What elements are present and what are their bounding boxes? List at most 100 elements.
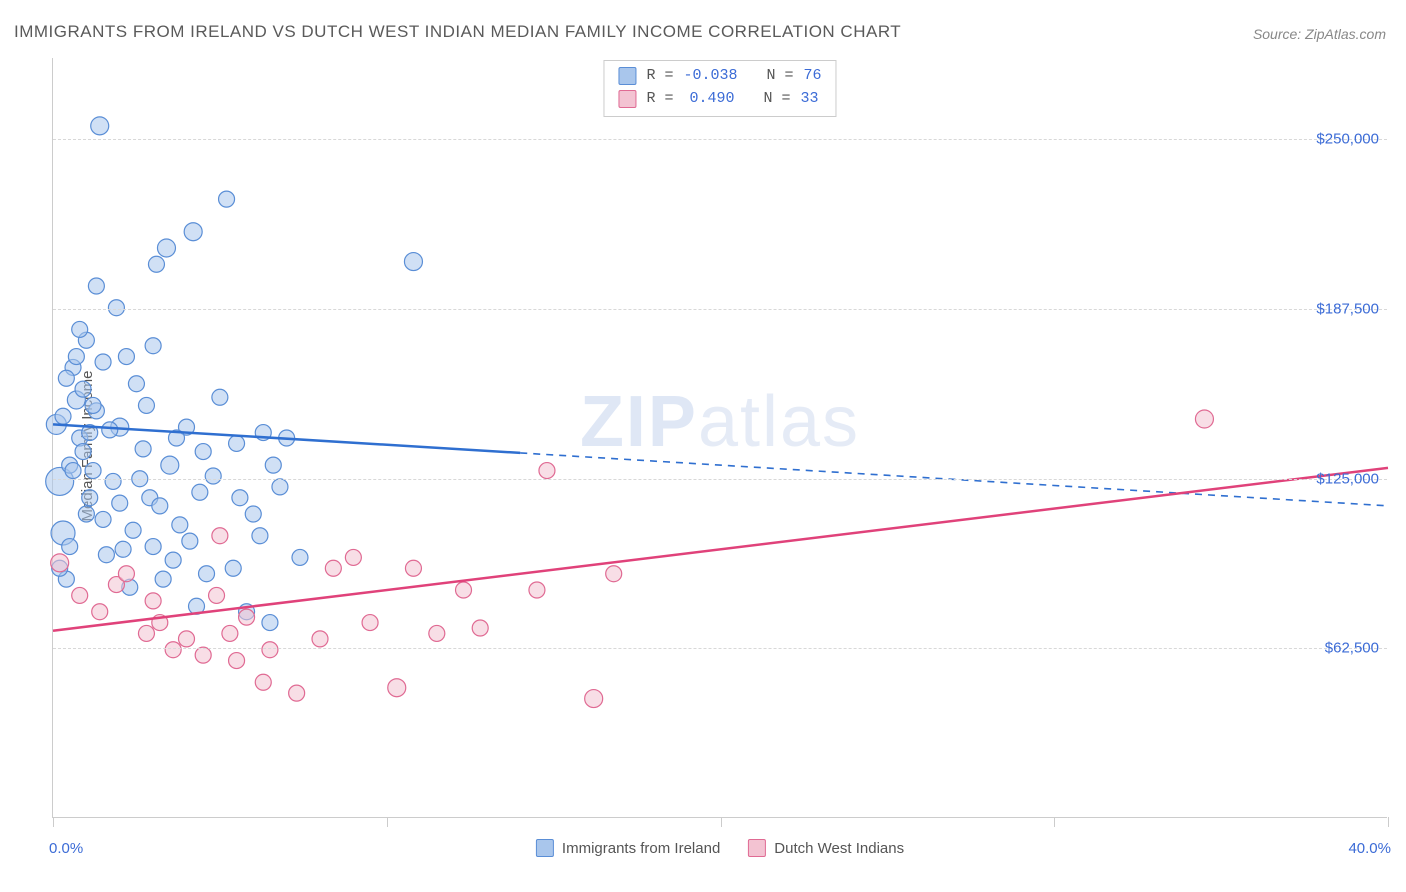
trendline-dutch — [53, 468, 1388, 631]
data-point-ireland — [91, 117, 109, 135]
data-point-dutch — [145, 593, 161, 609]
r-label: R = — [646, 65, 673, 88]
data-point-dutch — [429, 625, 445, 641]
x-axis-max-label: 40.0% — [1348, 840, 1391, 857]
legend-label-dutch: Dutch West Indians — [774, 840, 904, 857]
data-point-ireland — [262, 615, 278, 631]
data-point-dutch — [262, 642, 278, 658]
data-point-ireland — [135, 441, 151, 457]
data-point-dutch — [325, 560, 341, 576]
data-point-dutch — [229, 653, 245, 669]
x-axis-min-label: 0.0% — [49, 840, 83, 857]
data-point-ireland — [161, 456, 179, 474]
data-point-ireland — [85, 397, 101, 413]
data-point-ireland — [58, 370, 74, 386]
n-value-dutch: 33 — [801, 88, 819, 111]
x-tick — [1054, 817, 1055, 827]
gridline — [53, 309, 1387, 310]
data-point-ireland — [148, 256, 164, 272]
data-point-ireland — [98, 547, 114, 563]
data-point-ireland — [118, 349, 134, 365]
n-value-ireland: 76 — [804, 65, 822, 88]
chart-title: IMMIGRANTS FROM IRELAND VS DUTCH WEST IN… — [14, 22, 901, 42]
data-point-ireland — [128, 376, 144, 392]
data-point-ireland — [219, 191, 235, 207]
swatch-ireland — [618, 67, 636, 85]
data-point-ireland — [265, 457, 281, 473]
legend-item-dutch: Dutch West Indians — [748, 839, 904, 857]
swatch-dutch — [748, 839, 766, 857]
data-point-ireland — [65, 463, 81, 479]
data-point-ireland — [82, 490, 98, 506]
data-point-ireland — [75, 381, 91, 397]
data-point-ireland — [272, 479, 288, 495]
data-point-dutch — [606, 566, 622, 582]
data-point-ireland — [225, 560, 241, 576]
data-point-ireland — [165, 552, 181, 568]
data-point-dutch — [255, 674, 271, 690]
y-tick-label: $250,000 — [1316, 131, 1379, 148]
legend-label-ireland: Immigrants from Ireland — [562, 840, 720, 857]
data-point-dutch — [456, 582, 472, 598]
data-point-dutch — [222, 625, 238, 641]
y-tick-label: $62,500 — [1325, 640, 1379, 657]
r-value-dutch: 0.490 — [683, 88, 734, 111]
data-point-ireland — [212, 389, 228, 405]
data-point-dutch — [312, 631, 328, 647]
data-point-ireland — [88, 278, 104, 294]
data-point-dutch — [92, 604, 108, 620]
series-legend: Immigrants from Ireland Dutch West India… — [536, 839, 904, 857]
swatch-ireland — [536, 839, 554, 857]
data-point-ireland — [182, 533, 198, 549]
data-point-dutch — [362, 615, 378, 631]
data-point-ireland — [138, 397, 154, 413]
data-point-ireland — [125, 522, 141, 538]
plot-area: ZIPatlas R = -0.038 N = 76 R = 0.490 N =… — [52, 58, 1387, 818]
x-tick — [387, 817, 388, 827]
data-point-dutch — [345, 549, 361, 565]
r-label: R = — [646, 88, 673, 111]
correlation-row-ireland: R = -0.038 N = 76 — [618, 65, 821, 88]
y-tick-label: $125,000 — [1316, 470, 1379, 487]
swatch-dutch — [618, 90, 636, 108]
data-point-ireland — [245, 506, 261, 522]
data-point-dutch — [209, 587, 225, 603]
data-point-ireland — [195, 444, 211, 460]
data-point-ireland — [152, 498, 168, 514]
data-point-ireland — [145, 539, 161, 555]
r-value-ireland: -0.038 — [683, 65, 737, 88]
data-point-ireland — [205, 468, 221, 484]
data-point-ireland — [232, 490, 248, 506]
data-point-dutch — [195, 647, 211, 663]
data-point-ireland — [184, 223, 202, 241]
n-label: N = — [764, 88, 791, 111]
data-point-ireland — [102, 422, 118, 438]
data-point-ireland — [108, 300, 124, 316]
data-point-ireland — [78, 506, 94, 522]
data-point-ireland — [95, 511, 111, 527]
data-point-ireland — [112, 495, 128, 511]
gridline — [53, 648, 1387, 649]
data-point-dutch — [51, 554, 69, 572]
data-point-dutch — [212, 528, 228, 544]
data-point-dutch — [1195, 410, 1213, 428]
data-point-dutch — [539, 463, 555, 479]
plot-svg — [53, 58, 1387, 817]
correlation-row-dutch: R = 0.490 N = 33 — [618, 88, 821, 111]
source-attribution: Source: ZipAtlas.com — [1253, 26, 1386, 42]
data-point-ireland — [192, 484, 208, 500]
legend-item-ireland: Immigrants from Ireland — [536, 839, 720, 857]
data-point-ireland — [72, 321, 88, 337]
data-point-dutch — [239, 609, 255, 625]
gridline — [53, 479, 1387, 480]
data-point-dutch — [289, 685, 305, 701]
data-point-ireland — [62, 539, 78, 555]
data-point-ireland — [75, 444, 91, 460]
x-tick — [53, 817, 54, 827]
data-point-dutch — [72, 587, 88, 603]
x-tick — [1388, 817, 1389, 827]
data-point-dutch — [138, 625, 154, 641]
gridline — [53, 139, 1387, 140]
data-point-ireland — [85, 463, 101, 479]
data-point-ireland — [229, 435, 245, 451]
